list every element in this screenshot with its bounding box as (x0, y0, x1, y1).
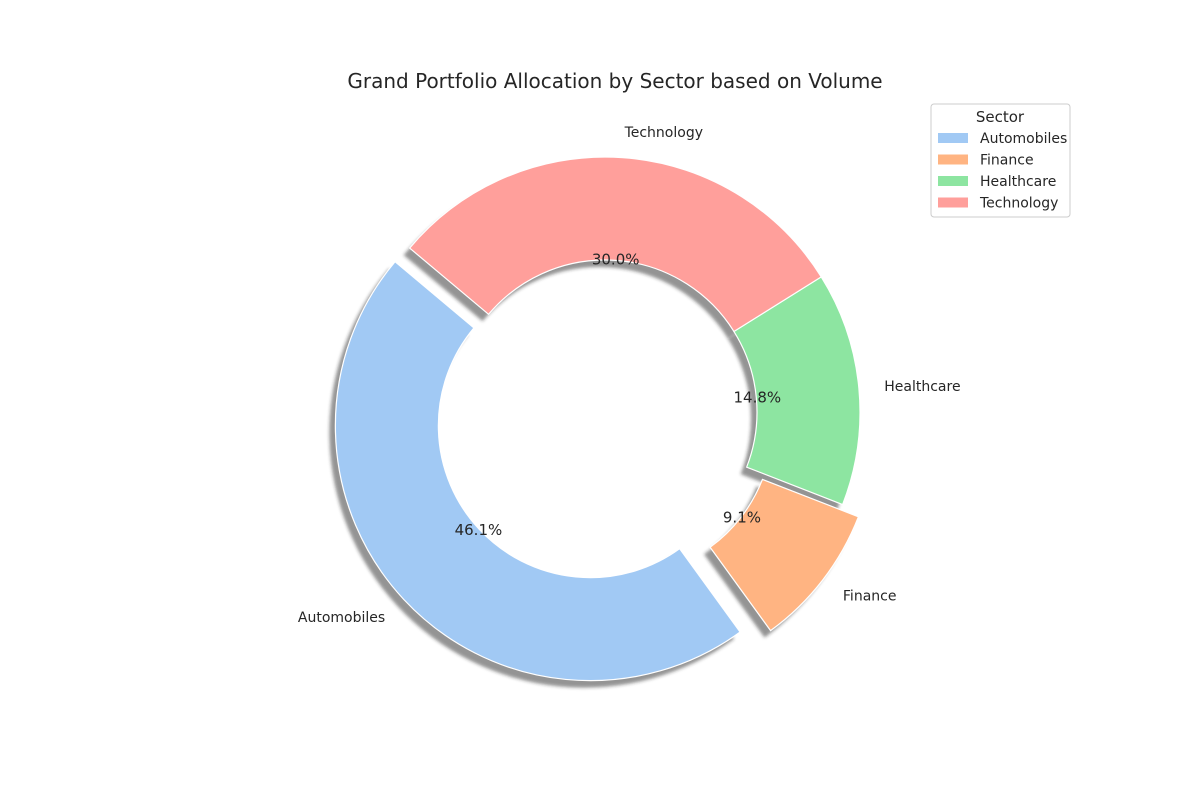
category-label-healthcare: Healthcare (884, 379, 960, 395)
slice-labels: Automobiles 46.1% Finance 9.1% Healthcare 14.… (298, 125, 961, 626)
legend-label-technology: Technology (979, 196, 1058, 212)
legend-label-finance: Finance (980, 153, 1034, 169)
slices (334, 156, 861, 682)
percent-label-finance: 9.1% (723, 509, 761, 527)
slice-automobiles (334, 260, 741, 682)
percent-label-automobiles: 46.1% (455, 521, 503, 539)
legend-swatch-healthcare (938, 176, 968, 186)
percent-label-healthcare: 14.8% (734, 389, 782, 407)
legend-swatch-automobiles (938, 133, 968, 143)
legend-label-automobiles: Automobiles (980, 131, 1067, 147)
legend-title: Sector (976, 108, 1025, 126)
legend-entries: Automobiles Finance Healthcare Technology (938, 131, 1067, 212)
category-label-finance: Finance (843, 589, 897, 605)
chart-title: Grand Portfolio Allocation by Sector bas… (347, 69, 882, 93)
category-label-technology: Technology (624, 125, 703, 141)
percent-label-technology: 30.0% (592, 250, 640, 268)
legend-frame (930, 103, 1071, 218)
category-label-automobiles: Automobiles (298, 610, 385, 626)
legend-swatch-finance (938, 154, 968, 165)
legend-swatch-technology (938, 197, 968, 208)
legend-label-healthcare: Healthcare (980, 174, 1056, 190)
slice-technology (408, 156, 823, 333)
slice-finance (709, 478, 860, 632)
legend: Sector Automobiles Finance Healthcare Techn… (930, 103, 1071, 218)
